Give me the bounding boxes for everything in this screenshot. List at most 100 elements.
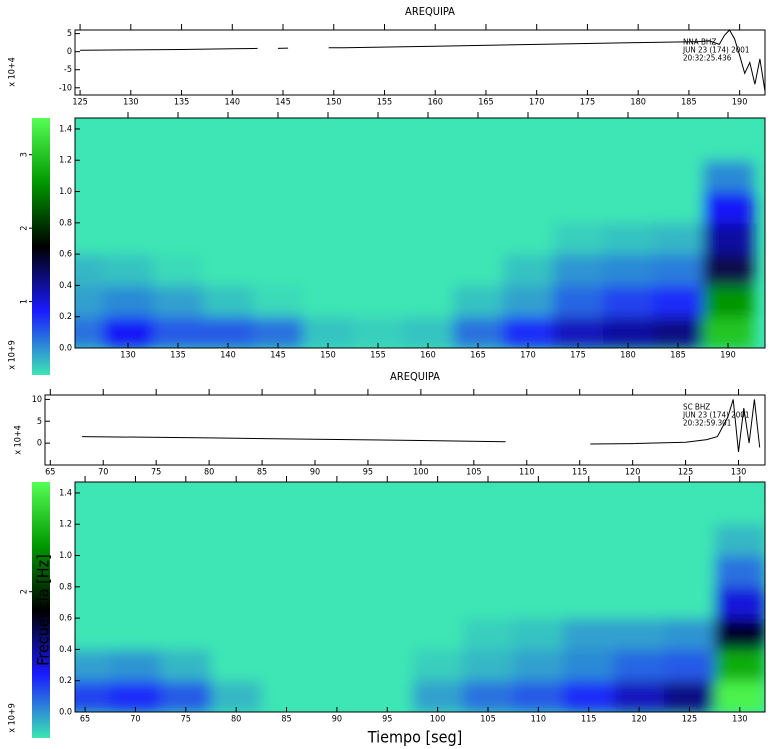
annotation: JUN 23 (174) 2001	[682, 46, 749, 55]
y-axis-label: Frecuencia [Hz]	[34, 554, 53, 665]
heatmap-cell	[403, 222, 454, 255]
heatmap-cell	[714, 555, 765, 588]
heatmap-cell	[653, 316, 704, 348]
heatmap-cell	[311, 680, 363, 712]
heatmap-cell	[353, 222, 404, 255]
x-tick-label: 140	[220, 351, 235, 361]
heatmap-cell	[563, 586, 615, 619]
heatmap-cell	[110, 680, 162, 712]
y-tick-label: -5	[64, 65, 72, 75]
heatmap-cell	[714, 586, 765, 619]
heatmap-cell	[462, 618, 514, 650]
heatmap-cell	[503, 160, 554, 193]
heatmap-cell	[714, 680, 765, 712]
heatmap-cells	[75, 128, 754, 348]
heatmap-cell	[203, 285, 254, 318]
heatmap-cell	[553, 160, 604, 193]
heatmap-cell	[513, 586, 565, 619]
heatmap-cell	[412, 524, 464, 557]
heatmap-cell	[303, 191, 354, 224]
heatmap-cell	[210, 555, 262, 588]
plot-frame	[44, 394, 766, 466]
x-tick-label: 105	[466, 468, 481, 478]
heatmap-cell	[553, 191, 604, 224]
heatmap-cell	[253, 254, 304, 286]
x-tick-label: 135	[174, 98, 189, 108]
heatmap-cell	[311, 524, 363, 557]
x-tick-label: 125	[678, 468, 693, 478]
x-tick-label: 160	[420, 351, 435, 361]
x-tick-label: 90	[310, 468, 320, 478]
heatmap-cell	[75, 524, 111, 557]
heatmap-cell	[664, 618, 716, 650]
y-tick-label: 1.0	[59, 551, 72, 561]
heatmap-cell	[653, 191, 704, 224]
annotation: SC BHZ	[683, 403, 710, 412]
heatmap-cell	[311, 649, 363, 682]
heatmap-cell	[503, 285, 554, 318]
heatmap-cell	[261, 618, 313, 650]
x-tick-label: 165	[470, 351, 485, 361]
heatmap-cell	[75, 316, 104, 348]
heatmap-cell	[412, 492, 464, 525]
heatmap-cell	[75, 680, 111, 712]
x-tick-label: 90	[332, 715, 342, 725]
heatmap-cell	[453, 316, 504, 348]
heatmap-cell	[362, 649, 413, 682]
x-tick-label: 130	[123, 98, 138, 108]
heatmap-cell	[261, 555, 313, 588]
heatmap-cell	[210, 586, 262, 619]
heatmap-cell	[563, 649, 615, 682]
x-tick-label: 185	[681, 98, 696, 108]
heatmap-cell	[603, 254, 654, 286]
heatmap-cell	[253, 191, 304, 224]
heatmap-cell	[160, 680, 212, 712]
y-axis-label: x 10+4	[14, 425, 24, 455]
x-tick-label: 190	[720, 351, 735, 361]
heatmap-cell	[303, 254, 354, 286]
y-tick-label: 0	[67, 47, 72, 57]
heatmap-cell	[603, 191, 654, 224]
heatmap-cell	[261, 524, 313, 557]
heatmap-cell	[153, 191, 204, 224]
heatmap-cell	[210, 524, 262, 557]
x-tick-label: 65	[45, 468, 55, 478]
heatmap-cell	[311, 555, 363, 588]
heatmap-cell	[453, 285, 504, 318]
x-tick-label: 85	[281, 715, 291, 725]
heatmap-cell	[303, 316, 354, 348]
heatmap-cell	[703, 254, 754, 286]
heatmap-cell	[703, 128, 754, 161]
heatmap-cell	[103, 316, 154, 348]
heatmap-cell	[153, 222, 204, 255]
y-axis-label: x 10+4	[8, 57, 18, 87]
x-tick-label: 75	[181, 715, 191, 725]
y-tick-label: 0.0	[59, 708, 72, 718]
heatmap-cell	[303, 285, 354, 318]
x-tick-label: 120	[631, 715, 646, 725]
x-tick-label: 85	[257, 468, 267, 478]
heatmap-cell	[203, 222, 254, 255]
heatmap-cell	[403, 316, 454, 348]
heatmap-cell	[403, 285, 454, 318]
heatmap-cell	[160, 618, 212, 650]
heatmap-cell	[353, 316, 404, 348]
x-tick-label: 170	[520, 351, 535, 361]
heatmap-cell	[261, 492, 313, 525]
heatmap-cell	[103, 160, 154, 193]
colorbar-label: x 10+9	[8, 703, 18, 733]
y-tick-label: 1.0	[59, 187, 72, 197]
heatmap-cell	[412, 586, 464, 619]
heatmap-cell	[613, 680, 665, 712]
heatmap-cell	[563, 524, 615, 557]
waveform	[82, 399, 761, 452]
heatmap-cell	[503, 191, 554, 224]
heatmap-cell	[453, 222, 504, 255]
x-tick-label: 170	[529, 98, 544, 108]
heatmap-cell	[261, 680, 313, 712]
heatmap-cell	[203, 254, 254, 286]
heatmap-cell	[160, 649, 212, 682]
heatmap-cell	[153, 128, 204, 161]
heatmap-cell	[110, 586, 162, 619]
